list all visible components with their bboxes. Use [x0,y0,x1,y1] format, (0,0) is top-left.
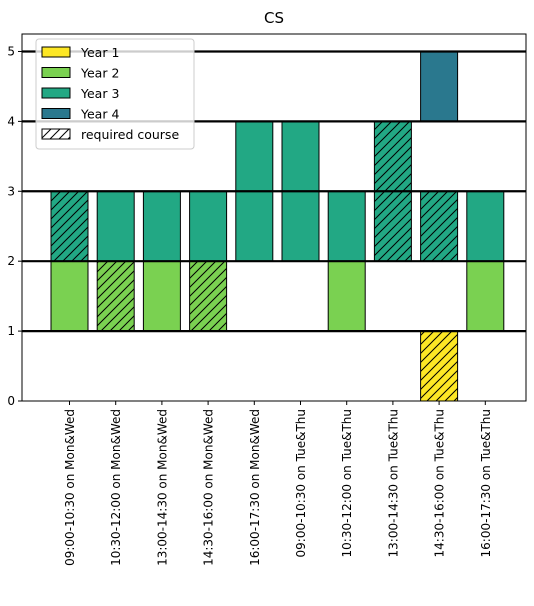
legend-label: Year 4 [80,107,119,122]
legend-swatch-hatch [42,129,70,139]
x-tick-label: 14:30-16:00 on Mon&Wed [202,409,216,566]
legend: Year 1 Year 2 Year 3 Year 4 required course [36,39,194,149]
bar-segment-fill [236,121,273,191]
bar-segment [190,191,227,261]
bar-segment-fill [236,191,273,261]
bar-segment [143,191,180,261]
bar-segment-fill [97,191,134,261]
bar-segment-fill [143,191,180,261]
bar-segment-hatch [421,331,458,401]
x-tick-label: 10:30-12:00 on Mon&Wed [109,409,123,566]
bar-segment [328,261,365,331]
legend-swatch [42,47,70,57]
bar-segment [190,261,227,331]
x-tick-label: 10:30-12:00 on Tue&Thu [340,409,354,557]
bar-segment-hatch [374,191,411,261]
x-tick-label: 14:30-16:00 on Tue&Thu [433,409,447,557]
legend-label: Year 3 [80,86,119,101]
y-tick-label: 3 [7,184,15,198]
bar-segment [97,261,134,331]
legend-label: required course [81,127,179,142]
bar-segment-fill [328,191,365,261]
bar-segment [51,191,88,261]
bar-segment-fill [51,261,88,331]
x-tick-label: 13:00-14:30 on Mon&Wed [155,409,169,566]
x-tick-label: 13:00-14:30 on Tue&Thu [386,409,400,557]
x-tick-label: 16:00-17:30 on Tue&Thu [479,409,493,557]
bar-segment [143,261,180,331]
bar-segment-hatch [51,191,88,261]
legend-swatch [42,68,70,78]
bar-segment-fill [190,191,227,261]
bar-segment-hatch [374,121,411,191]
x-tick-label: 09:00-10:30 on Tue&Thu [294,409,308,557]
bar-segment-fill [282,191,319,261]
bar-segment-fill [328,261,365,331]
bar-segment [421,191,458,261]
bar-segment [374,121,411,191]
x-tick-label: 09:00-10:30 on Mon&Wed [63,409,77,566]
bar-segment-fill [421,51,458,121]
bar-segment-hatch [421,191,458,261]
legend-swatch [42,109,70,119]
bar-segment [328,191,365,261]
legend-label: Year 1 [80,45,119,60]
y-tick-label: 2 [7,254,15,268]
y-tick-label: 4 [7,114,15,128]
y-axis: 0 1 2 3 4 5 [7,44,22,408]
bar-segment [421,51,458,121]
y-tick-label: 1 [7,324,15,338]
bar-segment [467,261,504,331]
bar-segment [282,191,319,261]
bar-segment-fill [467,261,504,331]
y-tick-label: 5 [7,44,15,58]
bar-segment [374,191,411,261]
x-tick-label: 16:00-17:30 on Mon&Wed [248,409,262,566]
bar-segment [421,331,458,401]
bar-segment-fill [143,261,180,331]
y-tick-label: 0 [7,394,15,408]
bar-segment [236,191,273,261]
bar-segment [282,121,319,191]
bar-segment-fill [467,191,504,261]
legend-swatch [42,88,70,98]
bar-segment [236,121,273,191]
bar-segment [467,191,504,261]
legend-label: Year 2 [80,66,119,81]
bar-segment-hatch [190,261,227,331]
bar-segment [97,191,134,261]
bar-segment [51,261,88,331]
x-axis: 09:00-10:30 on Mon&Wed 10:30-12:00 on Mon… [63,401,493,566]
chart-title: CS [264,9,284,27]
bar-segment-fill [282,121,319,191]
bar-segment-hatch [97,261,134,331]
